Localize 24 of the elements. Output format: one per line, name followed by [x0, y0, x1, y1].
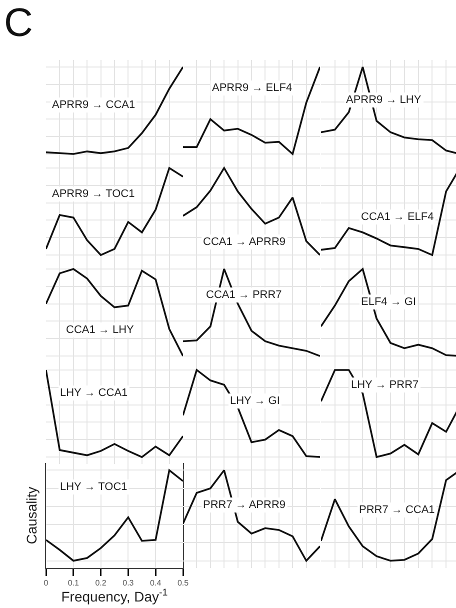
annotation: PRR7 → CCA1	[359, 504, 435, 516]
annotation: LHY → PRR7	[351, 379, 419, 391]
annotation: APRR9 → ELF4	[212, 82, 292, 94]
x-tick-label: 0.3	[122, 578, 134, 588]
annotation: CCA1 → ELF4	[361, 211, 434, 223]
annotation: CCA1 → APRR9	[203, 236, 286, 248]
x-tick-label: 0.4	[150, 578, 162, 588]
x-tick-label: 0.1	[68, 578, 80, 588]
annotation: CCA1 → LHY	[66, 324, 135, 336]
x-axis-title: Frequency, Day$^{-1}$	[61, 588, 168, 604]
x-tick-label: 0.5	[177, 578, 190, 588]
x-tick-label: 0	[44, 578, 49, 588]
annotation: LHY → TOC1	[60, 481, 128, 493]
annotation: APRR9 → LHY	[346, 94, 422, 106]
annotation: PRR7 → APRR9	[203, 499, 286, 511]
y-axis-title: Causality	[24, 486, 40, 544]
annotation: LHY → CCA1	[60, 387, 128, 399]
annotation: CCA1 → PRR7	[206, 289, 282, 301]
x-tick-label: 0.2	[95, 578, 107, 588]
annotation: ELF4 → GI	[361, 296, 416, 308]
annotation: APRR9 → CCA1	[52, 99, 136, 111]
chart-title: C	[4, 0, 33, 46]
annotation: LHY → GI	[230, 395, 280, 407]
annotation: APRR9 → TOC1	[52, 188, 135, 200]
